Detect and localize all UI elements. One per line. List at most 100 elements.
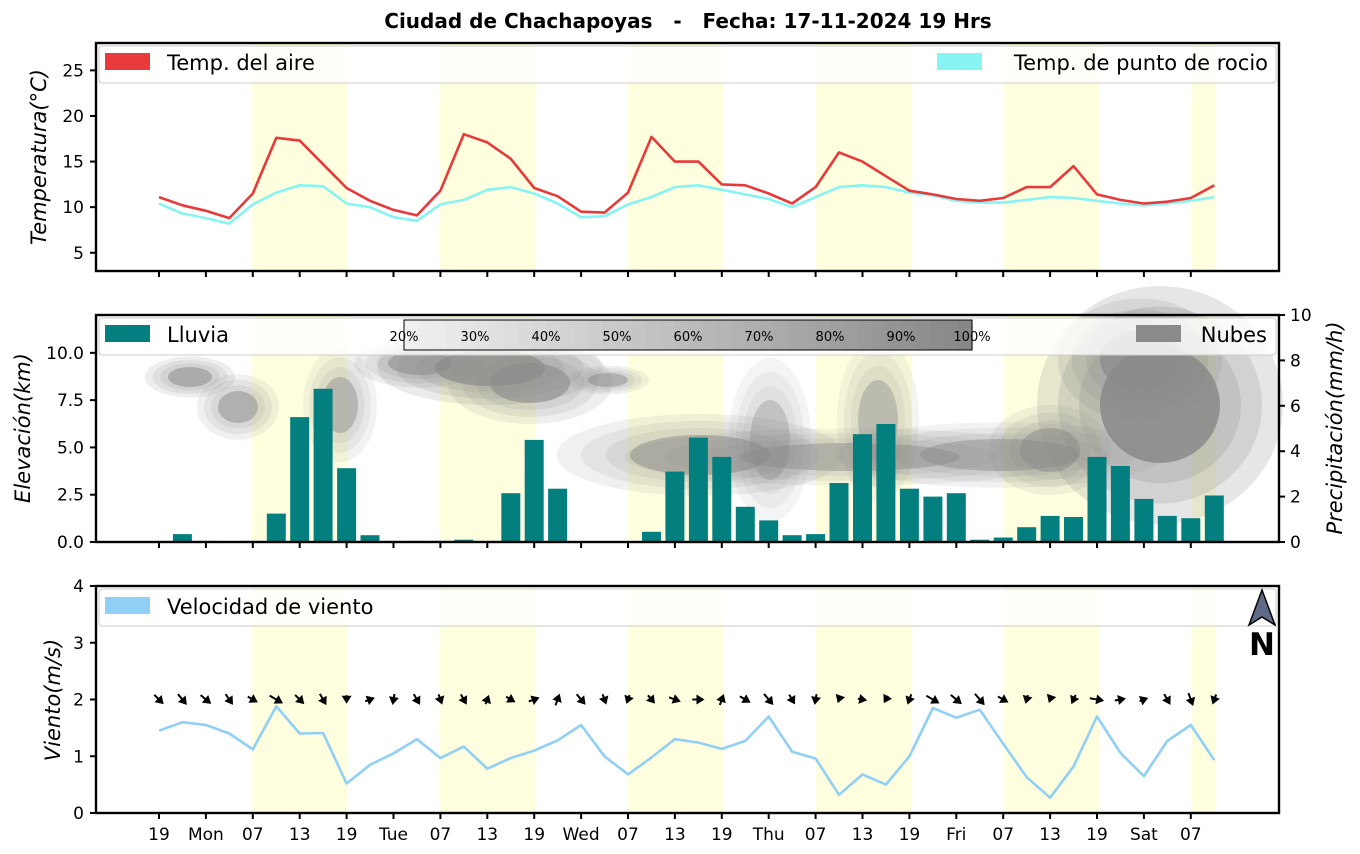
- y-tick-label: 0.0: [57, 533, 84, 553]
- wind-arrow: [1114, 694, 1126, 705]
- wind-arrow: [763, 693, 774, 706]
- colorbar-segment: [844, 320, 859, 350]
- wind-arrow: [411, 693, 421, 705]
- wind-panel: 0 1 2 3 4 19 Mon 07 13 19 Tue 07 13 19 Wed 07 13 19 Thu 07…: [41, 577, 1281, 845]
- rain-bar: [782, 535, 802, 542]
- wind-arrow: [247, 694, 258, 703]
- cloud-contour: [836, 422, 1164, 488]
- wind-arrow: [269, 694, 283, 704]
- north-label: N: [1249, 627, 1275, 663]
- colorbar-segment: [645, 320, 661, 350]
- rain-bar: [548, 488, 568, 542]
- colorbar-segment: [659, 320, 675, 350]
- rain-bar: [853, 434, 872, 542]
- x-tick-label: 07: [430, 825, 452, 845]
- rain-bar: [172, 534, 192, 542]
- wind-arrow: [668, 694, 681, 704]
- colorbar-segment: [787, 320, 803, 350]
- wind-arrow: [388, 693, 399, 706]
- x-tick-label: 13: [1039, 825, 1061, 845]
- colorbar-segment: [801, 320, 817, 350]
- x-tick-label: 07: [992, 825, 1014, 845]
- colorbar-segment: [602, 320, 618, 350]
- x-tick-label: 07: [805, 825, 827, 845]
- cloud-cover-colorbar: 20% 30% 40% 50% 60% 70% 80% 90% 100%: [390, 319, 991, 351]
- colorbar-segment: [943, 320, 959, 350]
- wind-arrow: [528, 695, 540, 705]
- rain-bar: [876, 424, 896, 542]
- colorbar-segment: [418, 320, 433, 350]
- x-tick-label: 19: [1086, 825, 1108, 845]
- wind-arrow: [481, 694, 491, 705]
- colorbar-segment: [617, 320, 632, 350]
- colorbar-segment: [702, 320, 717, 350]
- wind-arrow: [1162, 693, 1171, 705]
- temperature-legend: Temp. del aire Temp. de punto de rocio: [98, 45, 1277, 84]
- wind-arrow: [1089, 694, 1105, 705]
- wind-arrow: [997, 694, 1009, 703]
- cloud-contour: [490, 363, 570, 403]
- rain-bar: [642, 531, 661, 542]
- wind-arrow: [575, 693, 586, 705]
- wind-arrow: [692, 694, 705, 705]
- wind-speed-line: [158, 705, 1216, 799]
- cloud-contour: [663, 433, 1037, 481]
- y-tick-label: 7.5: [57, 391, 84, 411]
- legend-label-rain: Lluvia: [167, 323, 229, 347]
- rain-bar: [806, 534, 826, 542]
- wind-arrow: [294, 694, 305, 705]
- x-tick-label: Fri: [946, 825, 966, 845]
- y-tick-label: 3: [73, 634, 84, 654]
- legend-label-wind: Velocidad de viento: [167, 595, 373, 619]
- colorbar-segment: [716, 320, 732, 350]
- wind-arrow: [364, 695, 375, 706]
- wind-arrow: [857, 694, 868, 704]
- rain-bar: [1040, 515, 1060, 542]
- wind-legend: Velocidad de viento: [98, 588, 1277, 627]
- legend-label-temp-dew: Temp. de punto de rocio: [1013, 51, 1268, 75]
- colorbar-label: 100%: [953, 330, 990, 345]
- y-tick-label: 20: [62, 107, 84, 127]
- x-tick-label: 13: [664, 825, 686, 845]
- wind-arrow: [1070, 694, 1080, 705]
- wind-arrow: [1210, 694, 1220, 705]
- y-tick-label: 2: [73, 691, 84, 711]
- wind-arrow: [624, 694, 634, 704]
- temperature-panel: 5 10 15 20 25 Temperatura(°C) Temp. del aire…: [27, 41, 1281, 277]
- rain-bar: [337, 468, 357, 542]
- rain-bar: [712, 456, 732, 542]
- colorbar-segment: [432, 320, 448, 350]
- colorbar-segment: [901, 320, 916, 350]
- y-tick-label: 5.0: [57, 438, 84, 458]
- x-tick-label: 13: [476, 825, 498, 845]
- wind-arrow: [318, 693, 327, 706]
- rain-bar: [1157, 515, 1177, 542]
- legend-swatch-wind: [105, 597, 150, 614]
- rain-bar: [313, 388, 333, 542]
- y-tick-label: 2.5: [57, 486, 84, 506]
- y-tick-label: 10.0: [46, 344, 84, 364]
- cloud-contour: [750, 400, 790, 480]
- colorbar-segment: [929, 320, 945, 350]
- colorbar-segment: [872, 320, 888, 350]
- y-tick-label: 25: [62, 61, 84, 81]
- y-tick-label: 0: [73, 804, 84, 824]
- wind-arrow: [177, 693, 187, 705]
- colorbar-segment: [773, 320, 788, 350]
- rain-bar: [1087, 456, 1107, 542]
- x-tick-label: Mon: [188, 825, 224, 845]
- y-tick-label: 0: [1290, 533, 1301, 553]
- y-tick-label: 2: [1290, 488, 1301, 508]
- colorbar-segment: [517, 320, 533, 350]
- wind-arrow: [598, 693, 609, 705]
- x-tick-label: Thu: [752, 825, 785, 845]
- wind-arrow: [1139, 695, 1149, 706]
- x-tick-label: 07: [242, 825, 264, 845]
- rain-bar: [899, 488, 919, 542]
- colorbar-segment: [886, 320, 902, 350]
- rain-bar: [524, 439, 544, 542]
- rain-bar: [1017, 527, 1037, 542]
- wind-arrow: [835, 693, 846, 704]
- y-tick-label: 10: [62, 198, 84, 218]
- colorbar-segment: [730, 320, 746, 350]
